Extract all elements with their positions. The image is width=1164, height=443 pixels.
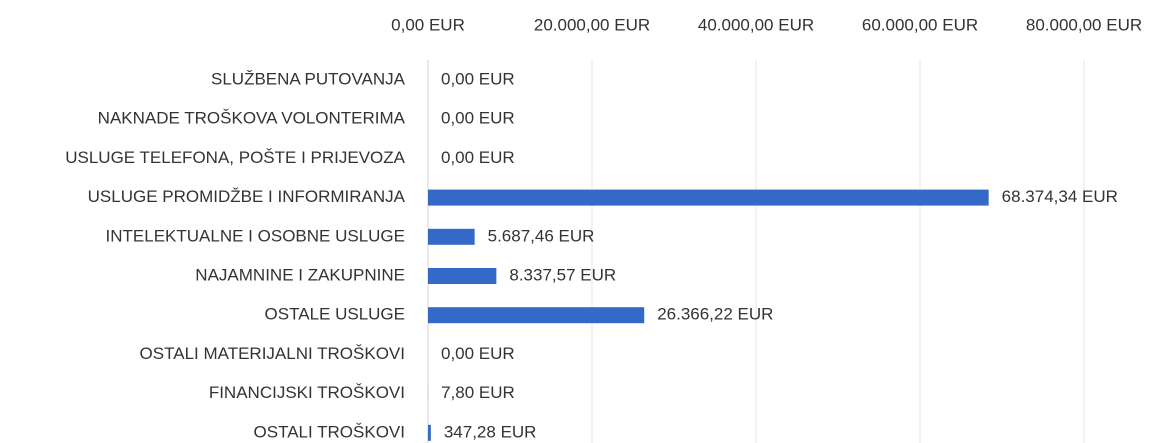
- bar: [428, 228, 475, 245]
- y-tick-label: USLUGE TELEFONA, POŠTE I PRIJEVOZA: [65, 148, 405, 167]
- y-tick-label: NAJAMNINE I ZAKUPNINE: [195, 265, 405, 284]
- y-tick-label: NAKNADE TROŠKOVA VOLONTERIMA: [98, 109, 406, 128]
- bar: [428, 307, 645, 324]
- x-tick-label: 40.000,00 EUR: [698, 15, 814, 34]
- y-tick-label: INTELEKTUALNE I OSOBNE USLUGE: [106, 226, 405, 245]
- x-tick-label: 60.000,00 EUR: [862, 15, 978, 34]
- value-label: 68.374,34 EUR: [1002, 187, 1118, 206]
- value-label: 0,00 EUR: [441, 69, 515, 88]
- value-label: 0,00 EUR: [441, 109, 515, 128]
- value-label: 26.366,22 EUR: [657, 305, 773, 324]
- y-tick-label: OSTALI MATERIJALNI TROŠKOVI: [140, 344, 405, 363]
- y-tick-label: OSTALE USLUGE: [265, 305, 405, 324]
- y-tick-label: FINANCIJSKI TROŠKOVI: [209, 383, 405, 402]
- bar: [428, 189, 989, 206]
- value-label: 347,28 EUR: [444, 422, 537, 441]
- value-label: 5.687,46 EUR: [488, 226, 595, 245]
- value-label: 0,00 EUR: [441, 148, 515, 167]
- value-label: 0,00 EUR: [441, 344, 515, 363]
- x-tick-label: 20.000,00 EUR: [534, 15, 650, 34]
- value-label: 7,80 EUR: [441, 383, 515, 402]
- y-tick-label: SLUŽBENA PUTOVANJA: [211, 69, 406, 88]
- bar: [428, 268, 497, 284]
- y-tick-label: OSTALI TROŠKOVI: [254, 422, 405, 441]
- x-tick-label: 0,00 EUR: [391, 15, 465, 34]
- x-tick-label: 80.000,00 EUR: [1026, 15, 1142, 34]
- value-label: 8.337,57 EUR: [509, 265, 616, 284]
- bar: [428, 424, 431, 441]
- y-tick-label: USLUGE PROMIDŽBE I INFORMIRANJA: [88, 187, 406, 206]
